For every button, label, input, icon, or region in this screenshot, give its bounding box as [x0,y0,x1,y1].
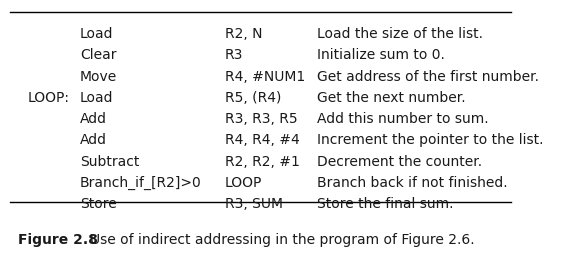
Text: Store the final sum.: Store the final sum. [317,197,454,211]
Text: Branch_if_[R2]>0: Branch_if_[R2]>0 [80,176,202,190]
Text: Load: Load [80,91,113,105]
Text: Move: Move [80,70,117,84]
Text: Get address of the first number.: Get address of the first number. [317,70,539,84]
Text: R5, (R4): R5, (R4) [225,91,281,105]
Text: Use of indirect addressing in the program of Figure 2.6.: Use of indirect addressing in the progra… [90,233,475,247]
Text: Store: Store [80,197,117,211]
Text: R4, #NUM1: R4, #NUM1 [225,70,305,84]
Text: Increment the pointer to the list.: Increment the pointer to the list. [317,133,544,147]
Text: Get the next number.: Get the next number. [317,91,466,105]
Text: Figure 2.8: Figure 2.8 [18,233,98,247]
Text: Load: Load [80,27,113,41]
Text: Load the size of the list.: Load the size of the list. [317,27,483,41]
Text: R2, N: R2, N [225,27,262,41]
Text: R3, SUM: R3, SUM [225,197,283,211]
Text: Add: Add [80,133,107,147]
Text: Decrement the counter.: Decrement the counter. [317,155,483,169]
Text: Branch back if not finished.: Branch back if not finished. [317,176,508,190]
Text: Initialize sum to 0.: Initialize sum to 0. [317,48,446,62]
Text: R3, R3, R5: R3, R3, R5 [225,112,297,126]
Text: Clear: Clear [80,48,117,62]
Text: R4, R4, #4: R4, R4, #4 [225,133,299,147]
Text: R2, R2, #1: R2, R2, #1 [225,155,299,169]
Text: R3: R3 [225,48,243,62]
Text: LOOP:: LOOP: [27,91,70,105]
Text: Subtract: Subtract [80,155,140,169]
Text: Add this number to sum.: Add this number to sum. [317,112,489,126]
Text: Add: Add [80,112,107,126]
Text: LOOP: LOOP [225,176,262,190]
